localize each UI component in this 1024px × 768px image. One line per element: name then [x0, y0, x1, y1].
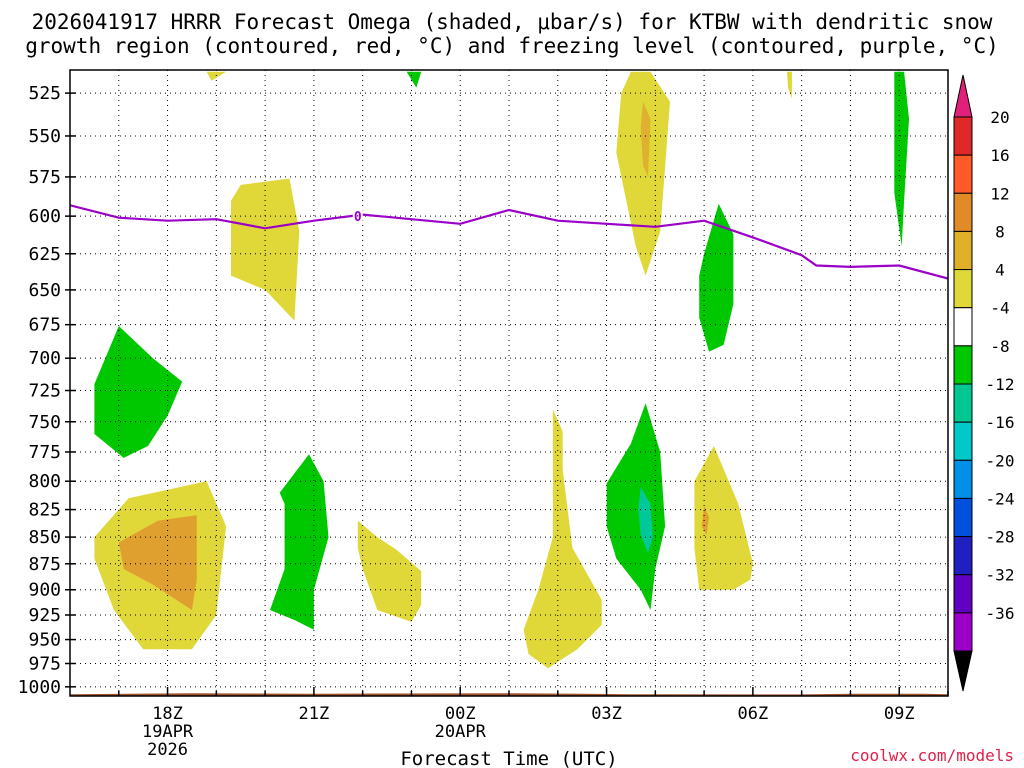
y-tick-label: 575 [28, 167, 61, 188]
omega-region-8 [694, 446, 753, 590]
y-tick-label: 725 [28, 381, 61, 402]
omega-region-14 [606, 403, 666, 610]
omega-region-16 [699, 203, 734, 352]
colorbar-tick-label: -28 [986, 528, 1015, 547]
colorbar-bottom-cap [953, 650, 973, 692]
colorbar-tick-label: -8 [990, 337, 1009, 356]
colorbar-tick-label: -36 [986, 604, 1015, 623]
colorbar-bin [953, 116, 973, 156]
colorbar-tick-label: 4 [995, 261, 1005, 280]
colorbar-bin [953, 383, 973, 423]
colorbar-tick-label: -24 [986, 489, 1015, 508]
y-tick-label: 525 [28, 83, 61, 104]
y-tick-label: 950 [28, 630, 61, 651]
y-tick-label: 675 [28, 315, 61, 336]
omega-region-9 [701, 506, 709, 535]
colorbar-tick-label: 20 [990, 108, 1009, 127]
y-tick-label: 800 [28, 471, 61, 492]
omega-region-5 [118, 515, 197, 610]
y-tick-label: 625 [28, 244, 61, 265]
colorbar-bin [953, 307, 973, 347]
colorbar: 20 16 12 8 4 -4 -8 -12 -16 -20 -24 -28 -32 -36 [953, 74, 1015, 692]
freezing-level-line [70, 204, 948, 280]
omega-region-11 [206, 71, 227, 81]
x-tick-label: 06Z [738, 704, 769, 724]
colorbar-tick-label: -12 [986, 375, 1015, 394]
colorbar-tick-label: 16 [990, 146, 1009, 165]
colorbar-bin [953, 459, 973, 499]
chart-title-line-1: 2026041917 HRRR Forecast Omega (shaded, … [32, 10, 993, 34]
omega-region-15 [638, 487, 653, 554]
omega-region-12 [94, 326, 183, 458]
y-tick-label: 550 [28, 126, 61, 147]
omega-region-3 [640, 101, 651, 177]
x-tick-date: 20APR [435, 722, 487, 742]
y-axis-ticks: 525 550 575 600 625 650 675 700 725 750 775 800 825 8… [18, 83, 76, 698]
x-axis-label: Forecast Time (UTC) [400, 748, 617, 768]
x-tick-year: 2026 [147, 740, 188, 760]
colorbar-tick-label: -32 [986, 566, 1015, 585]
colorbar-bin [953, 612, 973, 652]
omega-region-7 [357, 520, 422, 622]
omega-region-6 [523, 409, 602, 669]
y-tick-label: 600 [28, 206, 61, 227]
x-tick-label: 00Z [445, 704, 476, 724]
colorbar-bin [953, 497, 973, 538]
omega-region-1 [231, 178, 300, 321]
x-tick-label: 21Z [299, 704, 330, 724]
colorbar-bin [953, 269, 973, 309]
colorbar-bin [953, 536, 973, 576]
colorbar-bin [953, 230, 973, 271]
site-credit: coolwx.com/models [850, 746, 1014, 765]
omega-region-13 [270, 454, 329, 630]
chart-title-line-2: growth region (contoured, red, °C) and f… [25, 34, 999, 58]
y-tick-label: 775 [28, 442, 61, 463]
colorbar-top-cap [953, 74, 973, 118]
x-tick-date: 19APR [142, 722, 194, 742]
x-tick-label: 03Z [591, 704, 622, 724]
freezing-level-contour: 0 [70, 204, 948, 280]
colorbar-bin [953, 574, 973, 614]
y-tick-label: 1000 [18, 677, 61, 698]
y-tick-label: 925 [28, 605, 61, 626]
omega-region-17 [894, 71, 909, 247]
colorbar-bin [953, 421, 973, 461]
freezing-level-label-bg [352, 208, 363, 223]
y-tick-label: 900 [28, 580, 61, 601]
omega-region-2 [616, 71, 670, 276]
colorbar-bin [953, 345, 973, 385]
freezing-level-label: 0 [354, 210, 362, 225]
colorbar-tick-label: -4 [990, 299, 1009, 318]
colorbar-tick-label: 12 [990, 184, 1009, 203]
y-tick-label: 700 [28, 348, 61, 369]
y-tick-label: 875 [28, 554, 61, 575]
y-tick-label: 975 [28, 654, 61, 675]
x-tick-label: 18Z [152, 704, 183, 724]
omega-region-10 [787, 71, 792, 99]
colorbar-tick-label: 8 [995, 222, 1005, 241]
x-tick-label: 09Z [884, 704, 915, 724]
colorbar-bin [953, 192, 973, 232]
y-tick-label: 850 [28, 527, 61, 548]
colorbar-bin [953, 154, 973, 194]
colorbar-tick-label: -16 [986, 413, 1015, 432]
y-tick-label: 825 [28, 500, 61, 521]
y-tick-label: 650 [28, 280, 61, 301]
colorbar-tick-label: -20 [986, 451, 1015, 470]
omega-region-18 [406, 71, 422, 88]
y-tick-label: 750 [28, 412, 61, 433]
